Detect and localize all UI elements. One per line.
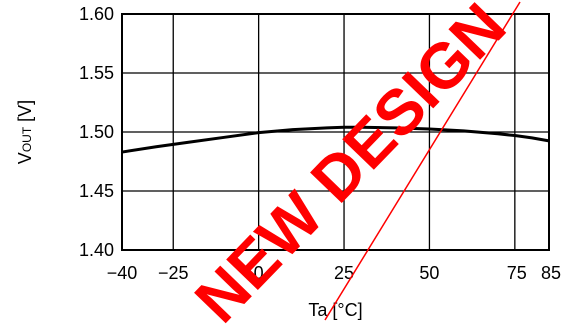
x-tick-label: 0 <box>254 263 264 283</box>
y-axis-label-unit: [V] <box>15 100 35 127</box>
x-tick-label: −40 <box>107 263 138 283</box>
watermark: NEW DESIGN <box>181 0 521 332</box>
y-tick-label: 1.40 <box>79 240 114 260</box>
x-tick-label: 50 <box>419 263 439 283</box>
y-tick-label: 1.60 <box>79 4 114 24</box>
x-axis-label: Ta [°C] <box>308 300 362 320</box>
x-tick-labels: −40 −25 0 25 50 75 85 <box>107 263 561 283</box>
x-tick-label: −25 <box>158 263 189 283</box>
x-tick-label: 75 <box>507 263 527 283</box>
x-tick-label: 25 <box>334 263 354 283</box>
watermark-stroke <box>324 1 521 321</box>
y-tick-label: 1.55 <box>79 63 114 83</box>
series-lines <box>121 125 550 154</box>
y-axis-label-main: V <box>15 152 35 164</box>
series-line <box>121 125 550 154</box>
plot-frame <box>121 13 550 251</box>
y-tick-label: 1.45 <box>79 181 114 201</box>
y-axis-label-sub: OUT <box>20 126 34 152</box>
x-tick-label: 85 <box>541 263 561 283</box>
y-tick-labels: 1.40 1.45 1.50 1.55 1.60 <box>79 4 114 260</box>
y-tick-label: 1.50 <box>79 122 114 142</box>
y-axis-label: VOUT [V] <box>15 100 35 164</box>
